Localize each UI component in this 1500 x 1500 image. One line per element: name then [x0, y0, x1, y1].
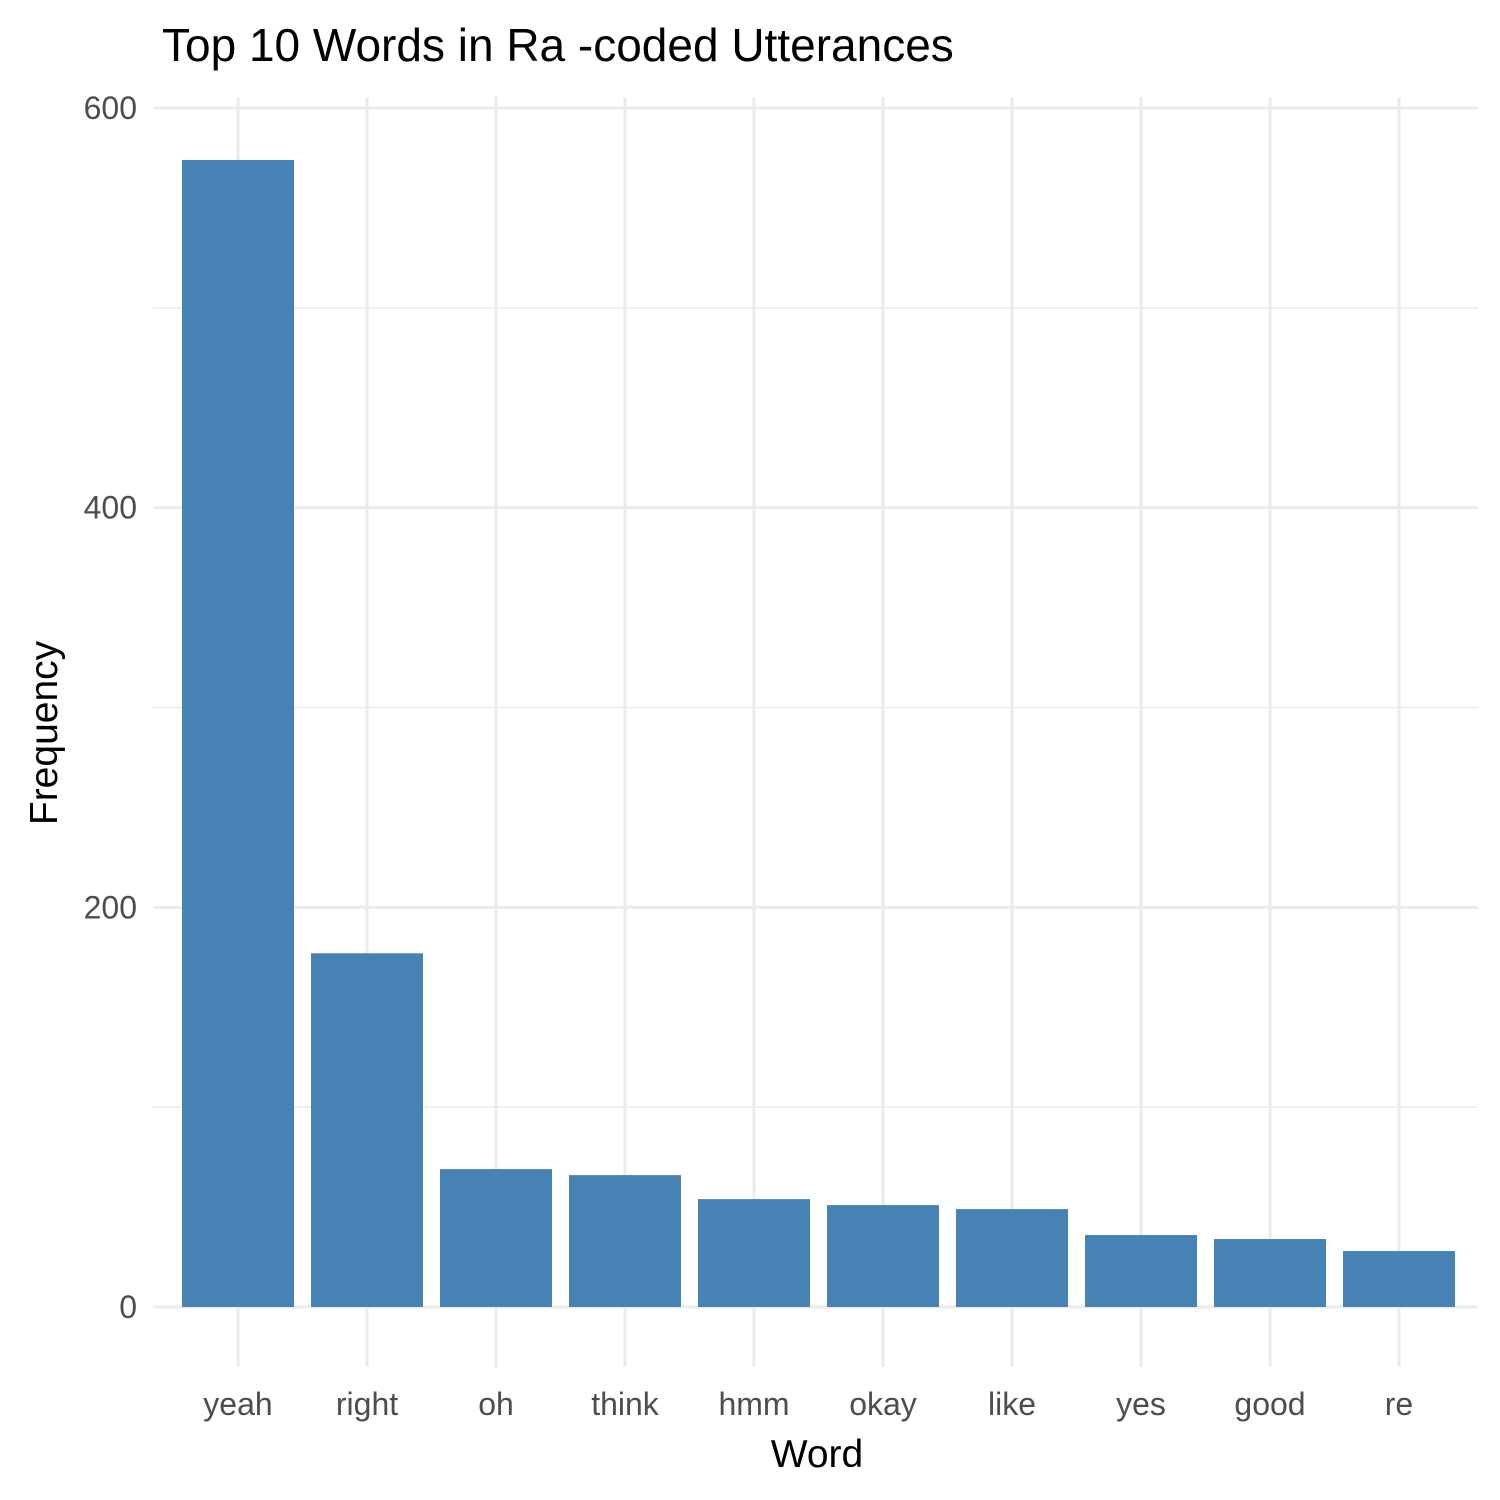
x-tick-label: okay — [849, 1386, 917, 1422]
chart-title: Top 10 Words in Ra -coded Utterances — [162, 19, 954, 71]
x-tick-label: good — [1234, 1386, 1305, 1422]
x-tick-label: right — [336, 1386, 398, 1422]
y-tick-label: 200 — [84, 889, 137, 925]
bar-oh — [440, 1169, 552, 1307]
bar-good — [1214, 1239, 1326, 1307]
x-tick-label: re — [1385, 1386, 1413, 1422]
y-tick-label: 600 — [84, 90, 137, 126]
bar-hmm — [698, 1199, 810, 1307]
bar-like — [956, 1209, 1068, 1307]
x-tick-label: like — [988, 1386, 1036, 1422]
x-tick-label: think — [591, 1386, 660, 1422]
bar-think — [569, 1175, 681, 1307]
x-tick-label: yeah — [203, 1386, 272, 1422]
y-tick-label: 400 — [84, 490, 137, 526]
bar-right — [311, 953, 423, 1307]
y-axis-title: Frequency — [23, 640, 66, 825]
bar-okay — [827, 1205, 939, 1307]
bar-yes — [1085, 1235, 1197, 1307]
x-tick-labels: yeah right oh think hmm okay like yes good re — [203, 1386, 1413, 1422]
bar-yeah — [182, 159, 294, 1307]
y-tick-labels: 0 200 400 600 — [84, 90, 137, 1325]
x-tick-label: hmm — [718, 1386, 789, 1422]
bars — [182, 159, 1455, 1307]
x-axis-title: Word — [771, 1433, 863, 1476]
bar-re — [1343, 1251, 1455, 1307]
y-tick-label: 0 — [119, 1289, 137, 1325]
x-tick-label: oh — [478, 1386, 514, 1422]
x-tick-label: yes — [1116, 1386, 1166, 1422]
